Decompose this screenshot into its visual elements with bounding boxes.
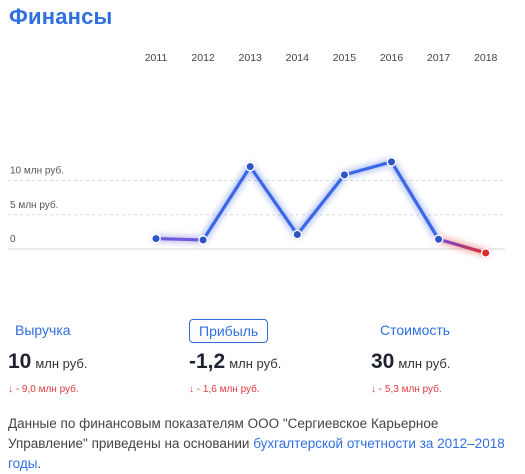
tab-revenue-label: Выручка bbox=[15, 322, 71, 338]
data-point[interactable] bbox=[386, 156, 397, 167]
tab-revenue[interactable]: Выручка bbox=[15, 319, 71, 343]
series-line-segment bbox=[201, 165, 252, 242]
tab-value-label: Стоимость bbox=[380, 322, 451, 338]
x-tick-label: 2015 bbox=[333, 52, 357, 64]
profit-delta: ↓ - 1,6 млн руб. bbox=[189, 384, 260, 395]
series-line-segment bbox=[389, 160, 441, 241]
page-title: Финансы bbox=[9, 4, 113, 29]
value-value: 30 млн руб. bbox=[371, 350, 450, 374]
value-number: 30 bbox=[371, 350, 395, 373]
tab-value[interactable]: Стоимость bbox=[380, 319, 450, 343]
x-tick-label: 2018 bbox=[474, 52, 498, 64]
data-point[interactable] bbox=[151, 233, 161, 244]
data-point[interactable] bbox=[339, 169, 350, 180]
series-line-segment bbox=[154, 236, 205, 242]
x-tick-label: 2017 bbox=[427, 52, 451, 64]
y-tick-label: 10 млн руб. bbox=[10, 165, 64, 177]
revenue-unit: млн руб. bbox=[35, 356, 88, 371]
y-tick-label: 5 млн руб. bbox=[10, 199, 58, 211]
data-point[interactable] bbox=[198, 235, 209, 245]
x-tick-label: 2011 bbox=[145, 52, 168, 64]
data-point[interactable] bbox=[433, 234, 444, 245]
note-end: . bbox=[37, 456, 42, 471]
series-line-segment bbox=[295, 173, 346, 237]
revenue-delta: ↓ - 9,0 млн руб. bbox=[8, 384, 79, 395]
accounting-report-link[interactable]: бухгалтерской отчетности за 2012–2018 го… bbox=[8, 436, 505, 471]
data-point[interactable] bbox=[245, 161, 256, 172]
finance-line-chart: 10 млн руб. 5 млн руб. 0 2011 2012 2013 2014 2… bbox=[8, 52, 505, 258]
data-point[interactable] bbox=[292, 229, 303, 240]
tab-profit[interactable]: Прибыль bbox=[189, 319, 269, 343]
x-tick-label: 2013 bbox=[239, 52, 263, 64]
revenue-value: 10 млн руб. bbox=[8, 350, 87, 374]
profit-unit: млн руб. bbox=[229, 356, 282, 371]
series-line-segment bbox=[342, 160, 394, 177]
revenue-number: 10 bbox=[8, 350, 32, 373]
series-line-segment bbox=[437, 237, 488, 255]
profit-value: -1,2 млн руб. bbox=[189, 350, 281, 374]
value-unit: млн руб. bbox=[398, 356, 451, 371]
value-delta: ↓ - 5,3 млн руб. bbox=[371, 384, 442, 395]
tab-profit-label: Прибыль bbox=[199, 323, 259, 339]
x-tick-label: 2016 bbox=[380, 52, 404, 64]
data-point[interactable] bbox=[480, 248, 491, 258]
note-text: Данные по финансовым показателям ООО "Се… bbox=[8, 416, 439, 451]
profit-number: -1,2 bbox=[189, 350, 226, 373]
x-tick-label: 2014 bbox=[286, 52, 310, 64]
x-tick-label: 2012 bbox=[191, 52, 215, 64]
y-tick-label: 0 bbox=[10, 234, 16, 245]
financial-note: Данные по финансовым показателям ООО "Се… bbox=[8, 414, 513, 474]
series-line-segment bbox=[248, 165, 299, 237]
